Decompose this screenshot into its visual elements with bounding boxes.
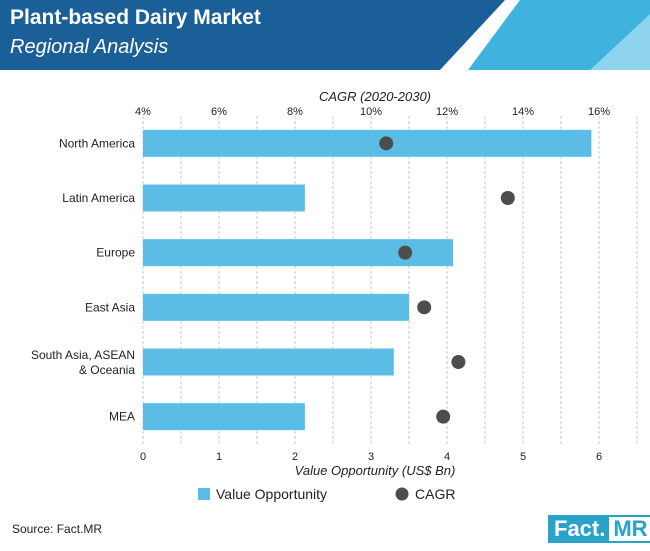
header-banner <box>0 0 650 70</box>
x2-tick-label: 8% <box>287 106 303 118</box>
chart-subtitle: Regional Analysis <box>10 36 169 58</box>
x-tick-label: 5 <box>520 451 526 463</box>
bar-series <box>143 129 592 431</box>
legend-label-value-opportunity: Value Opportunity <box>216 486 327 502</box>
cagr-point-east-asia <box>417 300 432 315</box>
cagr-point-latin-america <box>500 191 515 205</box>
bar-south-asia-asean-oceania <box>143 348 394 376</box>
bar-mea <box>143 403 305 431</box>
legend-swatch-cagr <box>395 487 409 501</box>
legend-label-cagr: CAGR <box>415 486 455 502</box>
category-labels: North America Latin America Europe East Asi… <box>31 136 135 423</box>
category-label-south-asia-asean-oceania: South Asia, ASEAN & Oceania <box>31 348 135 377</box>
cagr-point-north-america <box>379 136 394 151</box>
x-tick-label: 0 <box>140 451 146 463</box>
x2-tick-label: 4% <box>135 106 151 118</box>
logo-mr-text: MR <box>609 515 650 543</box>
x-tick-label: 3 <box>368 451 374 463</box>
factmr-logo: Fact. MR <box>548 515 650 543</box>
category-label-europe: Europe <box>96 246 135 260</box>
x-tick-label: 4 <box>444 451 450 463</box>
x2-tick-label: 6% <box>211 106 227 118</box>
cagr-point-mea <box>436 409 451 424</box>
x2-tick-label: 10% <box>360 106 382 118</box>
chart-title: Plant-based Dairy Market <box>10 6 261 29</box>
x2-tick-label: 14% <box>512 106 534 118</box>
cagr-point-south-asia-asean-oceania <box>451 355 466 369</box>
x2-tick-label: 16% <box>588 106 610 118</box>
bottom-axis-ticks: 0 1 2 3 4 5 6 <box>140 451 602 463</box>
bar-north-america <box>143 129 592 157</box>
x2-tick-label: 12% <box>436 106 458 118</box>
top-axis-ticks: 4% 6% 8% 10% 12% 14% 16% <box>135 106 610 118</box>
category-label-mea: MEA <box>109 410 135 424</box>
bar-east-asia <box>143 293 409 321</box>
chart-grid <box>142 116 638 444</box>
category-label-latin-america: Latin America <box>62 191 135 205</box>
x-tick-label: 6 <box>596 451 602 463</box>
cagr-point-europe <box>398 245 413 260</box>
bottom-axis-title: Value Opportunity (US$ Bn) <box>295 463 456 478</box>
x-tick-label: 2 <box>292 451 298 463</box>
x-tick-label: 1 <box>216 451 222 463</box>
category-label-east-asia: East Asia <box>85 300 135 314</box>
category-label-north-america: North America <box>59 136 135 150</box>
logo-fact-text: Fact. <box>548 515 610 543</box>
bar-latin-america <box>143 184 305 212</box>
cagr-series <box>379 136 515 424</box>
legend: Value Opportunity CAGR <box>198 486 455 502</box>
top-axis-title: CAGR (2020-2030) <box>319 89 431 104</box>
legend-swatch-value-opportunity <box>198 488 210 500</box>
source-note: Source: Fact.MR <box>12 522 103 536</box>
